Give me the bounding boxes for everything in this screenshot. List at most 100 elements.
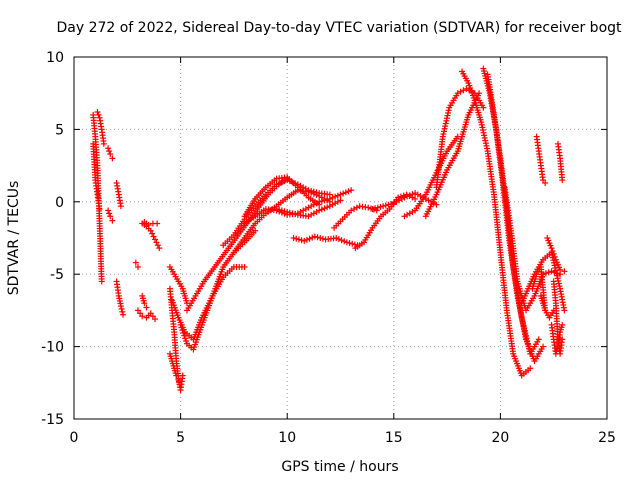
data-point bbox=[310, 188, 317, 195]
data-point bbox=[153, 239, 160, 246]
data-point bbox=[145, 221, 152, 228]
x-axis-label: GPS time / hours bbox=[281, 459, 398, 475]
data-point bbox=[154, 220, 161, 227]
data-point bbox=[550, 307, 557, 314]
data-point bbox=[119, 308, 126, 315]
data-point bbox=[380, 203, 387, 210]
data-point bbox=[117, 203, 124, 210]
data-point bbox=[351, 206, 358, 213]
data-point bbox=[290, 235, 297, 241]
data-point bbox=[333, 235, 340, 241]
data-point bbox=[561, 307, 568, 314]
data-point bbox=[292, 211, 299, 218]
data-point bbox=[311, 233, 318, 240]
data-point bbox=[105, 207, 112, 214]
data-point bbox=[179, 327, 186, 334]
data-point bbox=[542, 179, 549, 186]
data-point bbox=[152, 236, 159, 243]
data-point bbox=[179, 372, 186, 379]
data-point bbox=[143, 304, 150, 311]
data-point bbox=[295, 236, 302, 243]
data-point bbox=[139, 313, 146, 320]
data-point bbox=[181, 332, 188, 339]
data-point bbox=[173, 372, 180, 379]
data-point bbox=[278, 207, 285, 214]
data-point bbox=[480, 104, 487, 111]
data-point bbox=[334, 192, 341, 199]
data-point bbox=[388, 200, 395, 207]
data-point bbox=[180, 329, 187, 336]
data-point bbox=[132, 259, 139, 266]
data-point bbox=[535, 336, 542, 343]
data-point bbox=[281, 208, 288, 215]
data-point bbox=[289, 210, 296, 217]
data-point bbox=[183, 338, 190, 345]
data-point bbox=[321, 197, 328, 204]
data-layer bbox=[90, 65, 568, 394]
data-point bbox=[156, 245, 163, 252]
data-point bbox=[460, 87, 467, 94]
data-point bbox=[337, 191, 344, 198]
data-point bbox=[318, 198, 325, 205]
data-point bbox=[298, 237, 305, 244]
x-tick-label: 0 bbox=[70, 430, 79, 446]
data-point bbox=[154, 242, 161, 249]
data-point bbox=[385, 201, 392, 208]
data-point bbox=[316, 198, 323, 205]
data-point bbox=[305, 187, 312, 194]
data-point bbox=[120, 311, 127, 318]
data-point bbox=[105, 145, 112, 152]
data-point bbox=[316, 207, 323, 214]
data-point bbox=[98, 278, 105, 285]
data-point bbox=[178, 324, 185, 331]
data-point bbox=[284, 208, 291, 215]
data-point bbox=[134, 263, 141, 270]
data-point bbox=[457, 88, 464, 95]
data-point bbox=[109, 217, 116, 224]
data-point bbox=[149, 230, 156, 237]
data-point bbox=[542, 270, 549, 277]
data-point bbox=[559, 336, 566, 343]
data-point bbox=[314, 234, 321, 241]
data-point bbox=[345, 188, 352, 195]
data-point bbox=[318, 206, 325, 213]
x-tick-label: 20 bbox=[491, 430, 509, 446]
data-point bbox=[527, 365, 534, 372]
data-point bbox=[369, 206, 376, 213]
data-point bbox=[107, 151, 114, 158]
data-point bbox=[549, 248, 556, 255]
y-tick-label: -10 bbox=[41, 340, 64, 356]
data-point bbox=[372, 205, 379, 212]
data-point bbox=[548, 268, 555, 275]
x-tick-label: 10 bbox=[278, 430, 296, 446]
data-point bbox=[353, 204, 360, 211]
data-point bbox=[401, 194, 408, 201]
data-point bbox=[152, 316, 159, 323]
data-point bbox=[118, 305, 125, 312]
data-point bbox=[106, 210, 113, 217]
data-point bbox=[348, 187, 355, 194]
data-point bbox=[382, 202, 389, 209]
x-tick-label: 15 bbox=[385, 430, 403, 446]
data-point bbox=[365, 204, 372, 211]
data-point bbox=[177, 321, 184, 328]
y-tick-label: 5 bbox=[55, 122, 64, 138]
data-point bbox=[326, 195, 333, 202]
data-point bbox=[303, 236, 310, 243]
y-axis-label: SDTVAR / TECUs bbox=[6, 181, 22, 296]
data-point bbox=[106, 148, 113, 155]
data-point bbox=[404, 193, 411, 200]
data-point bbox=[94, 109, 101, 116]
data-point bbox=[286, 209, 293, 216]
data-point bbox=[332, 193, 339, 200]
data-point bbox=[346, 240, 353, 247]
y-tick-label: 10 bbox=[46, 50, 64, 66]
y-tick-label: -15 bbox=[41, 412, 64, 428]
data-point bbox=[182, 335, 189, 342]
data-point bbox=[374, 204, 381, 211]
data-point bbox=[349, 240, 356, 247]
data-point bbox=[241, 263, 248, 270]
data-point bbox=[551, 253, 558, 260]
data-point bbox=[96, 206, 103, 213]
